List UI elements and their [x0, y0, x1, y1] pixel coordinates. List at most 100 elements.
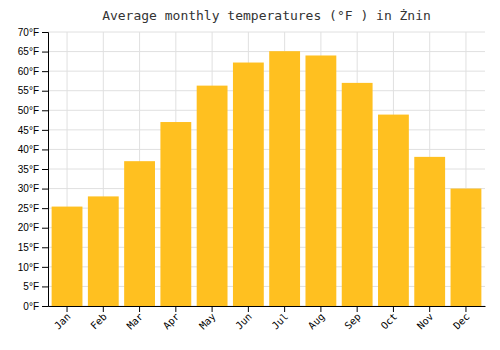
y-tick-mark [42, 110, 48, 111]
y-tick: 40°F [18, 144, 48, 155]
y-tick-label: 25°F [18, 203, 39, 214]
x-tick: Jul [270, 306, 291, 332]
y-tick-label: 30°F [18, 183, 39, 194]
bar [160, 122, 191, 306]
y-tick: 50°F [18, 105, 48, 116]
x-tick-label: Oct [379, 311, 400, 332]
x-tick-label: Feb [88, 311, 109, 332]
y-tick-label: 15°F [18, 242, 39, 253]
x-tick: Nov [415, 306, 436, 332]
x-tick-label: Mar [125, 311, 146, 332]
y-tick-mark [42, 208, 48, 209]
x-tick-label: Apr [161, 311, 182, 332]
x-tick-label: May [197, 311, 218, 332]
y-tick-mark [42, 267, 48, 268]
x-tick: Mar [125, 306, 146, 332]
grid-line-y [48, 110, 485, 111]
x-tick-mark [320, 306, 321, 312]
y-tick-label: 55°F [18, 85, 39, 96]
y-tick-label: 20°F [18, 222, 39, 233]
y-tick-mark [42, 286, 48, 287]
x-tick-mark [67, 306, 68, 312]
y-tick: 65°F [18, 46, 48, 57]
chart-svg: Jan Feb Mar Apr May Jun Jul Aug Sep Oct Nov Dec 0°F 5… [0, 0, 500, 350]
y-axis: 0°F 5°F 10°F 15°F 20°F 25°F 30°F 35°F 40°F 45°F 50… [18, 27, 49, 312]
x-tick-label: Dec [451, 311, 472, 332]
x-tick-label: Jul [270, 311, 291, 332]
y-tick: 45°F [18, 125, 48, 136]
bar [88, 196, 119, 306]
x-tick-mark [284, 306, 285, 312]
grid-line-y [48, 149, 485, 150]
bar [124, 161, 155, 306]
chart-container: Jan Feb Mar Apr May Jun Jul Aug Sep Oct Nov Dec 0°F 5… [0, 0, 500, 350]
bar [197, 86, 228, 306]
y-tick-mark [42, 149, 48, 150]
x-tick: Aug [306, 306, 327, 332]
grid [48, 32, 485, 306]
y-tick: 15°F [18, 242, 48, 253]
y-tick-mark [42, 52, 48, 53]
y-tick-mark [42, 247, 48, 248]
y-tick-mark [42, 71, 48, 72]
grid-line-y [48, 90, 485, 91]
grid-line-y [48, 51, 485, 52]
x-axis: Jan Feb Mar Apr May Jun Jul Aug Sep Oct Nov Dec [49, 306, 486, 332]
x-tick-mark [212, 306, 213, 312]
y-axis-line [42, 33, 49, 307]
bars [52, 51, 482, 306]
y-tick-mark [42, 228, 48, 229]
x-tick: Jun [233, 306, 254, 332]
y-tick: 35°F [18, 164, 48, 175]
x-tick-mark [175, 306, 176, 312]
bar [451, 189, 482, 306]
x-tick-label: Aug [306, 311, 327, 332]
y-tick-label: 65°F [18, 46, 39, 57]
y-tick-label: 60°F [18, 66, 39, 77]
bar [52, 207, 83, 306]
x-tick-mark [357, 306, 358, 312]
x-tick: Sep [342, 306, 363, 332]
bar [414, 157, 445, 306]
x-tick-mark [393, 306, 394, 312]
y-tick: 55°F [18, 85, 48, 96]
y-tick-label: 5°F [23, 281, 39, 292]
y-tick-mark [42, 130, 48, 131]
x-tick-label: Jun [233, 311, 254, 332]
x-tick-label: Jan [52, 311, 73, 332]
y-tick: 5°F [23, 281, 48, 292]
bar [378, 115, 409, 306]
x-tick-mark [139, 306, 140, 312]
x-tick-mark [465, 306, 466, 312]
bar [305, 55, 336, 306]
y-tick-label: 40°F [18, 144, 39, 155]
plot-area: Jan Feb Mar Apr May Jun Jul Aug Sep Oct Nov Dec 0°F 5… [18, 27, 486, 332]
y-tick: 20°F [18, 222, 48, 233]
y-tick-label: 10°F [18, 262, 39, 273]
x-tick-mark [248, 306, 249, 312]
x-tick-label: Nov [415, 311, 436, 332]
y-tick-label: 70°F [18, 27, 39, 38]
x-tick: Oct [379, 306, 400, 332]
y-tick: 0°F [23, 301, 48, 312]
x-tick-label: Sep [342, 311, 363, 332]
y-tick: 30°F [18, 183, 48, 194]
y-tick-mark [42, 306, 48, 307]
y-tick: 70°F [18, 27, 48, 38]
grid-line-y [48, 71, 485, 72]
title: Average monthly temperatures (°F ) in Żn… [102, 8, 431, 23]
y-tick-label: 50°F [18, 105, 39, 116]
y-tick: 10°F [18, 262, 48, 273]
y-tick-mark [42, 189, 48, 190]
bar [233, 63, 264, 306]
x-tick: Dec [451, 306, 472, 332]
bar [342, 83, 373, 306]
x-axis-line [49, 306, 486, 307]
y-tick-label: 35°F [18, 164, 39, 175]
y-tick-label: 45°F [18, 125, 39, 136]
y-tick: 25°F [18, 203, 48, 214]
grid-line-y [48, 129, 485, 130]
bar [269, 51, 300, 306]
y-tick-mark [42, 32, 48, 33]
y-tick: 60°F [18, 66, 48, 77]
